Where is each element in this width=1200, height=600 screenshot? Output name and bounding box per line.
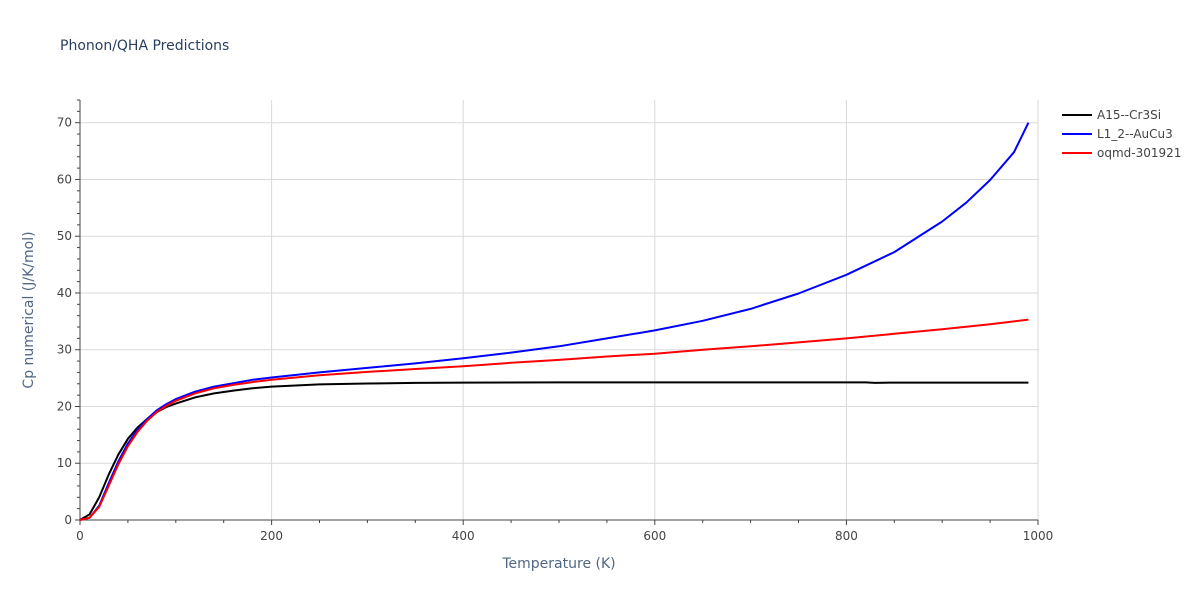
legend-label: L1_2--AuCu3 (1097, 127, 1173, 141)
legend-label: A15--Cr3Si (1097, 108, 1161, 122)
series[interactable] (79, 122, 1030, 521)
chart-title: Phonon/QHA Predictions (60, 38, 229, 54)
legend-item[interactable]: A15--Cr3Si (1062, 108, 1161, 122)
x-tick-label: 200 (260, 529, 283, 543)
legend-label: oqmd-301921 (1097, 146, 1181, 160)
ticks: 0 200 400 600 800 1000 0 10 20 30 40 50 60 70 (57, 99, 1054, 543)
x-tick-label: 1000 (1023, 529, 1054, 543)
y-tick-label: 50 (57, 229, 72, 243)
legend-item[interactable]: oqmd-301921 (1062, 146, 1181, 160)
legend-item[interactable]: L1_2--AuCu3 (1062, 127, 1173, 141)
y-tick-label: 30 (57, 343, 72, 357)
y-axis-title: Cp numerical (J/K/mol) (21, 231, 37, 388)
y-tick-label: 10 (57, 456, 72, 470)
y-tick-label: 0 (64, 513, 72, 527)
x-tick-label: 600 (643, 529, 666, 543)
series-line-oqmd-301921[interactable] (79, 318, 1029, 521)
x-axis-title: Temperature (K) (501, 556, 615, 572)
y-tick-label: 60 (57, 172, 72, 186)
y-tick-label: 40 (57, 286, 72, 300)
y-tick-label: 20 (57, 399, 72, 413)
series-line-a15-cr3si[interactable] (79, 381, 1029, 521)
y-tick-label: 70 (57, 116, 72, 130)
series-line-l1-2-aucu3[interactable] (79, 122, 1030, 521)
x-tick-label: 400 (452, 529, 475, 543)
grid (80, 100, 1039, 520)
x-tick-label: 0 (76, 529, 84, 543)
x-tick-label: 800 (835, 529, 858, 543)
legend[interactable]: A15--Cr3Si L1_2--AuCu3 oqmd-301921 (1062, 108, 1181, 160)
